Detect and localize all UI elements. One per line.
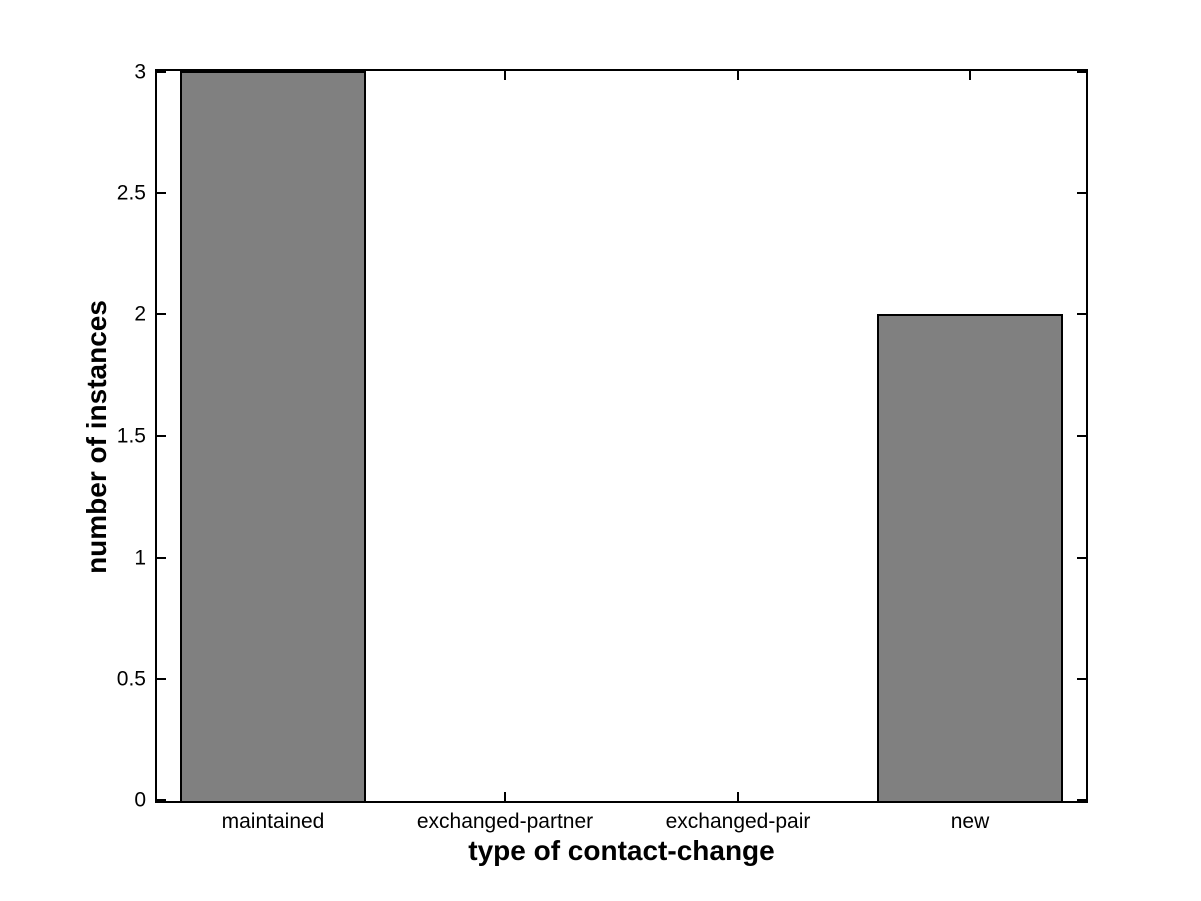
y-tick-left <box>157 192 166 194</box>
y-tick-left <box>157 799 166 801</box>
x-tick-top <box>969 71 971 80</box>
x-tick-bottom <box>737 792 739 801</box>
plot-area <box>155 69 1088 803</box>
x-tick-label: new <box>950 810 990 833</box>
y-tick-right <box>1077 435 1086 437</box>
y-tick-left <box>157 678 166 680</box>
x-tick-label: exchanged-partner <box>416 810 594 833</box>
y-tick-label: 0.5 <box>116 667 146 691</box>
x-tick-label: exchanged-pair <box>665 810 811 833</box>
y-tick-left <box>157 557 166 559</box>
y-tick-label: 0 <box>134 788 146 812</box>
y-tick-label: 2 <box>134 302 146 326</box>
y-tick-right <box>1077 192 1086 194</box>
y-tick-left <box>157 71 166 73</box>
x-tick-bottom <box>504 792 506 801</box>
y-tick-right <box>1077 799 1086 801</box>
y-tick-right <box>1077 678 1086 680</box>
y-tick-right <box>1077 557 1086 559</box>
bar-new <box>877 314 1063 801</box>
y-tick-left <box>157 313 166 315</box>
y-tick-left <box>157 435 166 437</box>
bar-maintained <box>180 71 366 801</box>
y-tick-right <box>1077 313 1086 315</box>
x-tick-label: maintained <box>221 810 325 833</box>
y-tick-label: 1.5 <box>116 424 146 448</box>
x-tick-top <box>504 71 506 80</box>
y-tick-label: 3 <box>134 60 146 84</box>
x-axis-label: type of contact-change <box>468 835 775 866</box>
y-tick-label: 1 <box>134 546 146 570</box>
x-tick-top <box>737 71 739 80</box>
y-tick-right <box>1077 71 1086 73</box>
y-tick-label: 2.5 <box>116 181 146 205</box>
